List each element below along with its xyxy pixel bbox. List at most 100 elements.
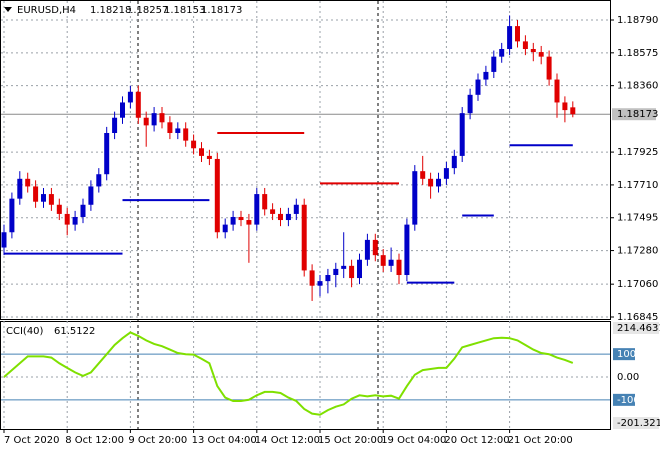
candle-body	[214, 158, 220, 233]
candle-body	[206, 155, 212, 159]
candle-body	[301, 204, 307, 271]
candle-body	[309, 270, 315, 286]
candle-body	[357, 259, 362, 279]
candle-body	[183, 128, 189, 141]
y2-limit-label: -201.3213	[617, 418, 660, 429]
current-price-box	[612, 108, 656, 121]
ohlc-close: 1.18173	[201, 5, 242, 16]
x-tick-label: 7 Oct 2020	[4, 435, 59, 446]
candle-body	[404, 224, 410, 276]
indicator-panel	[0, 321, 611, 430]
candle-body	[238, 216, 244, 221]
candle-body	[48, 194, 54, 205]
candle-body	[262, 194, 268, 210]
candle-body	[364, 239, 370, 260]
candle-body	[293, 204, 299, 214]
candle-body	[467, 94, 473, 114]
candle-body	[120, 102, 125, 118]
y-tick-label: 1.17280	[617, 246, 658, 257]
candle-body	[554, 79, 560, 103]
candle-body	[570, 107, 576, 115]
candle-body	[483, 71, 489, 80]
candle-body	[151, 113, 157, 126]
candle-body	[254, 194, 260, 225]
candle-body	[522, 41, 528, 50]
candle-body	[135, 91, 141, 118]
candle-body	[167, 122, 173, 133]
candle-body	[112, 117, 118, 133]
x-tick-label: 13 Oct 04:00	[192, 435, 257, 446]
candle-body	[230, 216, 236, 225]
candle-body	[278, 213, 283, 221]
candle-body	[396, 259, 402, 276]
candle-body	[491, 56, 497, 72]
candle-body	[428, 178, 434, 187]
candle-body	[72, 216, 78, 225]
indicator-line	[3, 331, 574, 416]
x-tick-label: 20 Oct 12:00	[444, 435, 509, 446]
candle-body	[175, 128, 181, 133]
level-box	[613, 393, 635, 406]
candle-body	[333, 268, 339, 276]
limit-box	[613, 322, 659, 334]
candle-body	[530, 49, 536, 53]
ohlc-low: 1.18153	[164, 5, 205, 16]
candle-body	[412, 171, 418, 225]
y-tick-label: 1.17495	[617, 213, 658, 224]
candle-body	[459, 113, 465, 156]
y-tick-label: 1.17925	[617, 147, 658, 158]
candle-body	[96, 174, 102, 187]
candle-body	[17, 178, 23, 199]
x-tick-label: 8 Oct 12:00	[65, 435, 124, 446]
y-tick-label: 1.17710	[617, 180, 658, 191]
dropdown-icon[interactable]	[4, 7, 12, 12]
candle-body	[191, 140, 197, 149]
candle-body	[372, 239, 378, 256]
limit-box	[613, 417, 659, 429]
indicator-name: CCI(40)	[6, 326, 44, 337]
candle-body	[88, 186, 94, 205]
x-tick-label: 21 Oct 20:00	[508, 435, 573, 446]
symbol: EURUSD,H4	[17, 5, 76, 16]
candle-body	[9, 198, 15, 233]
y2-tick-label: -100	[617, 395, 640, 406]
candle-body	[246, 220, 252, 225]
candle-body	[56, 204, 62, 214]
y-tick-label: 1.18790	[617, 15, 658, 26]
candle-body	[159, 113, 165, 123]
candle-body	[420, 171, 426, 179]
candle-body	[64, 213, 70, 225]
candle-body	[285, 213, 291, 221]
y2-limit-label: 214.4631	[617, 323, 660, 334]
candle-body	[317, 281, 323, 286]
candle-body	[143, 117, 149, 126]
candle-body	[127, 91, 133, 103]
x-tick-label: 9 Oct 20:00	[128, 435, 187, 446]
candle-body	[443, 168, 449, 179]
candle-body	[515, 26, 520, 42]
candle-body	[104, 132, 110, 175]
candle-body	[380, 255, 386, 266]
candle-body	[475, 79, 481, 95]
y2-tick-label: 0.00	[617, 372, 639, 383]
candle-body	[562, 102, 568, 111]
candle-body	[1, 232, 7, 248]
candle-body	[80, 204, 86, 217]
indicator-value: 61.5122	[54, 326, 95, 337]
y-tick-label: 1.17060	[617, 279, 658, 290]
level-box	[613, 348, 635, 361]
candle-body	[436, 178, 441, 187]
candle-body	[41, 194, 46, 202]
y-tick-label: 1.18360	[617, 81, 658, 92]
main-panel	[0, 0, 611, 320]
candle-body	[388, 259, 394, 266]
candle-body	[199, 148, 204, 156]
candle-body	[33, 186, 39, 202]
candle-body	[451, 155, 457, 169]
candle-body	[507, 26, 513, 50]
candle-body	[538, 52, 544, 57]
ohlc-high: 1.18257	[127, 5, 168, 16]
candle-body	[325, 275, 331, 282]
